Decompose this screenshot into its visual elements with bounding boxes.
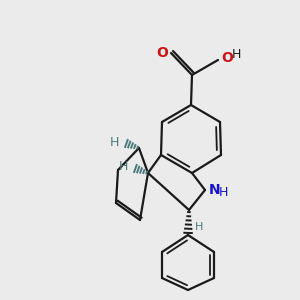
Text: H: H: [231, 47, 241, 61]
Text: H: H: [118, 160, 128, 173]
Text: H: H: [219, 185, 228, 199]
Text: H: H: [195, 222, 203, 232]
Text: O: O: [156, 46, 168, 60]
Text: N: N: [209, 183, 220, 197]
Text: O: O: [221, 51, 233, 65]
Text: H: H: [110, 136, 119, 148]
